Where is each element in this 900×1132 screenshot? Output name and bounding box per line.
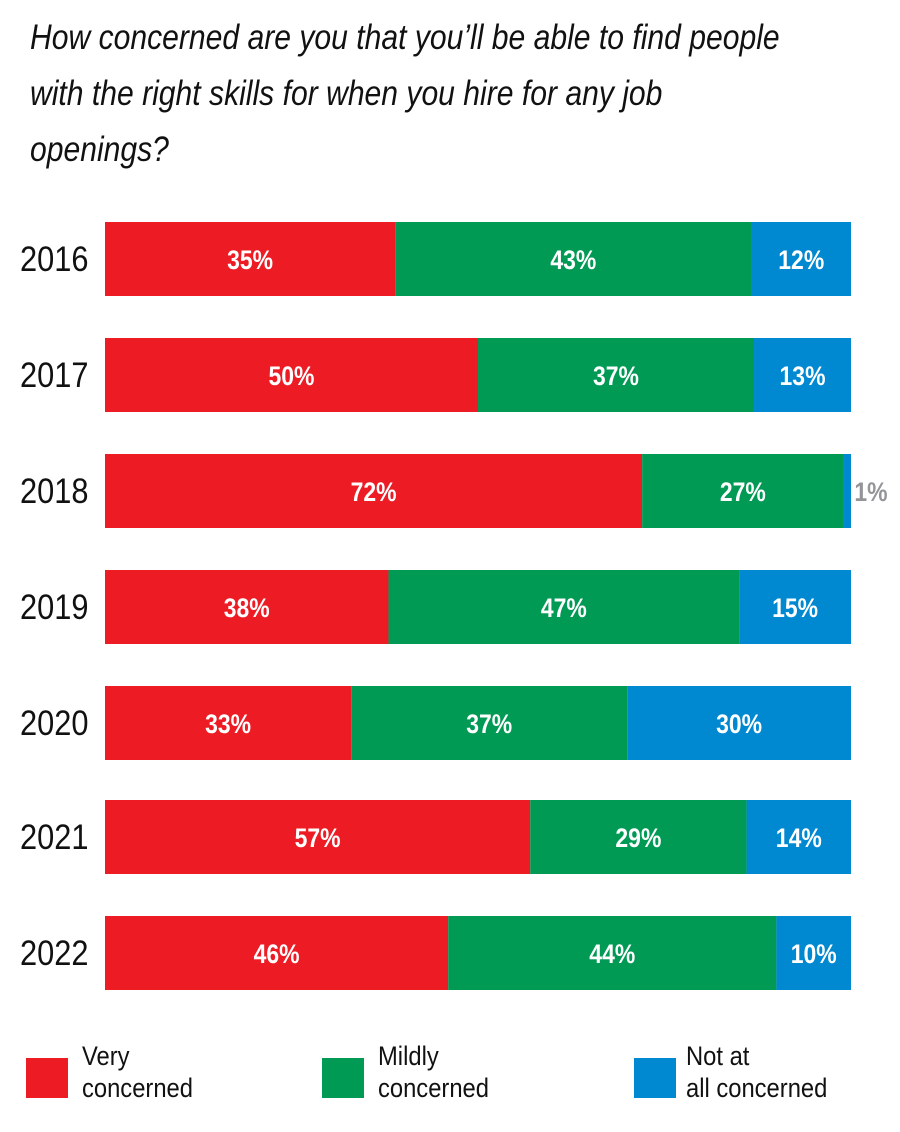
bar-segment	[388, 570, 740, 644]
bar-segment	[105, 338, 478, 412]
data-label: 35%	[227, 245, 273, 275]
data-label: 13%	[780, 361, 826, 391]
chart-title: How concerned are you that you’ll be abl…	[30, 18, 780, 169]
data-label: 37%	[593, 361, 639, 391]
bar-segment	[395, 222, 752, 296]
year-label: 2020	[20, 703, 88, 742]
legend-swatch-not-concerned	[634, 1058, 676, 1098]
bar-segment	[105, 454, 643, 528]
data-label: 1%	[854, 477, 887, 507]
data-label: 43%	[550, 245, 596, 275]
bar-segment	[627, 686, 851, 760]
data-label: 12%	[778, 245, 824, 275]
data-label: 44%	[589, 939, 635, 969]
data-label: 29%	[615, 823, 661, 853]
bar-segment	[642, 454, 844, 528]
legend-swatch-very-concerned	[26, 1058, 68, 1098]
year-label: 2017	[20, 355, 88, 394]
legend-label-very-concerned: Very concerned	[82, 1041, 193, 1103]
data-label: 14%	[776, 823, 822, 853]
data-label: 57%	[295, 823, 341, 853]
year-label: 2022	[20, 933, 88, 972]
data-label: 47%	[541, 593, 587, 623]
data-label: 30%	[716, 709, 762, 739]
bar-segment	[105, 570, 389, 644]
bar-segment	[105, 686, 352, 760]
bar-segment	[351, 686, 628, 760]
bar-segment	[530, 800, 747, 874]
data-label: 10%	[791, 939, 837, 969]
bar-segment	[105, 222, 396, 296]
bar-segment	[776, 916, 851, 990]
bar-segment	[105, 916, 449, 990]
bar-segment	[739, 570, 851, 644]
bar-segment	[448, 916, 777, 990]
year-label: 2018	[20, 471, 88, 510]
data-label: 33%	[205, 709, 251, 739]
data-label: 37%	[466, 709, 512, 739]
year-label: 2021	[20, 817, 88, 856]
data-label: 27%	[720, 477, 766, 507]
bar-segment	[105, 800, 531, 874]
bar-segment	[478, 338, 755, 412]
year-label: 2016	[20, 239, 88, 278]
data-label: 50%	[269, 361, 315, 391]
data-label: 38%	[224, 593, 270, 623]
legend-label-not-concerned: Not at all concerned	[686, 1041, 828, 1103]
bar-segment	[746, 800, 851, 874]
year-label: 2019	[20, 587, 88, 626]
legend-swatch-mildly-concerned	[322, 1058, 364, 1098]
bar-segment	[754, 338, 851, 412]
data-label: 72%	[351, 477, 397, 507]
bar-segment	[843, 454, 851, 528]
legend-label-mildly-concerned: Mildly concerned	[378, 1041, 489, 1103]
data-label: 15%	[772, 593, 818, 623]
data-label: 46%	[254, 939, 300, 969]
bar-segment	[751, 222, 851, 296]
